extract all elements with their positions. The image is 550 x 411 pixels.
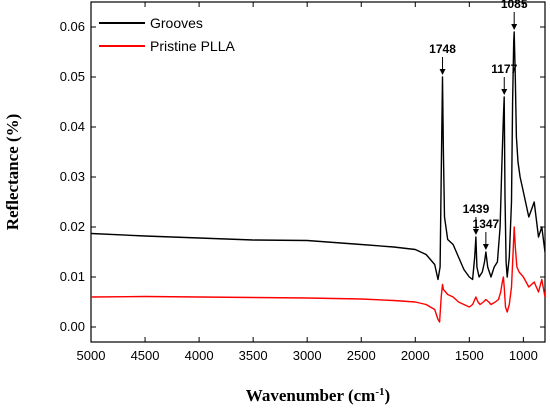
y-tick-label: 0.00	[60, 319, 85, 334]
peak-arrow-head	[472, 229, 479, 235]
peak-arrow-head	[501, 89, 508, 95]
y-tick-label: 0.05	[60, 69, 85, 84]
legend-label: Pristine PLLA	[150, 38, 235, 54]
series-line-pristine-plla	[91, 226, 545, 323]
peak-label: 1177	[491, 62, 517, 76]
x-tick-label: 2500	[347, 348, 376, 363]
series-line-grooves	[91, 31, 545, 281]
peak-label: 1748	[429, 42, 456, 56]
y-tick-label: 0.04	[60, 119, 85, 134]
x-tick-label: 1500	[455, 348, 484, 363]
peak-arrow-head	[511, 24, 518, 30]
x-tick-label: 4000	[185, 348, 214, 363]
legend: Grooves Pristine PLLA	[99, 15, 235, 54]
peak-arrow-head	[482, 244, 489, 250]
series-group	[91, 31, 545, 323]
x-tick-label: 3500	[239, 348, 268, 363]
x-tick-label: 4500	[131, 348, 160, 363]
peak-label: 1085	[501, 0, 528, 11]
y-tick-label: 0.06	[60, 19, 85, 34]
peak-label: 1347	[473, 217, 500, 231]
peak-arrow-head	[439, 69, 446, 75]
plot-frame	[90, 1, 546, 343]
x-tick-label: 5000	[77, 348, 106, 363]
y-axis-title: Reflectance (%)	[3, 114, 22, 231]
y-tick-label: 0.02	[60, 219, 85, 234]
peak-label: 1439	[463, 202, 490, 216]
y-tick-label: 0.01	[60, 269, 85, 284]
axis-ticks: 5000 4500 4000 3500 3000 2500 2000 1500 1000 0.00…	[60, 2, 545, 363]
x-tick-label: 2000	[401, 348, 430, 363]
x-axis-title: Wavenumber (cm-1)	[246, 386, 390, 405]
x-tick-label: 1000	[509, 348, 538, 363]
legend-label: Grooves	[150, 15, 203, 31]
y-tick-label: 0.03	[60, 169, 85, 184]
x-tick-label: 3000	[293, 348, 322, 363]
